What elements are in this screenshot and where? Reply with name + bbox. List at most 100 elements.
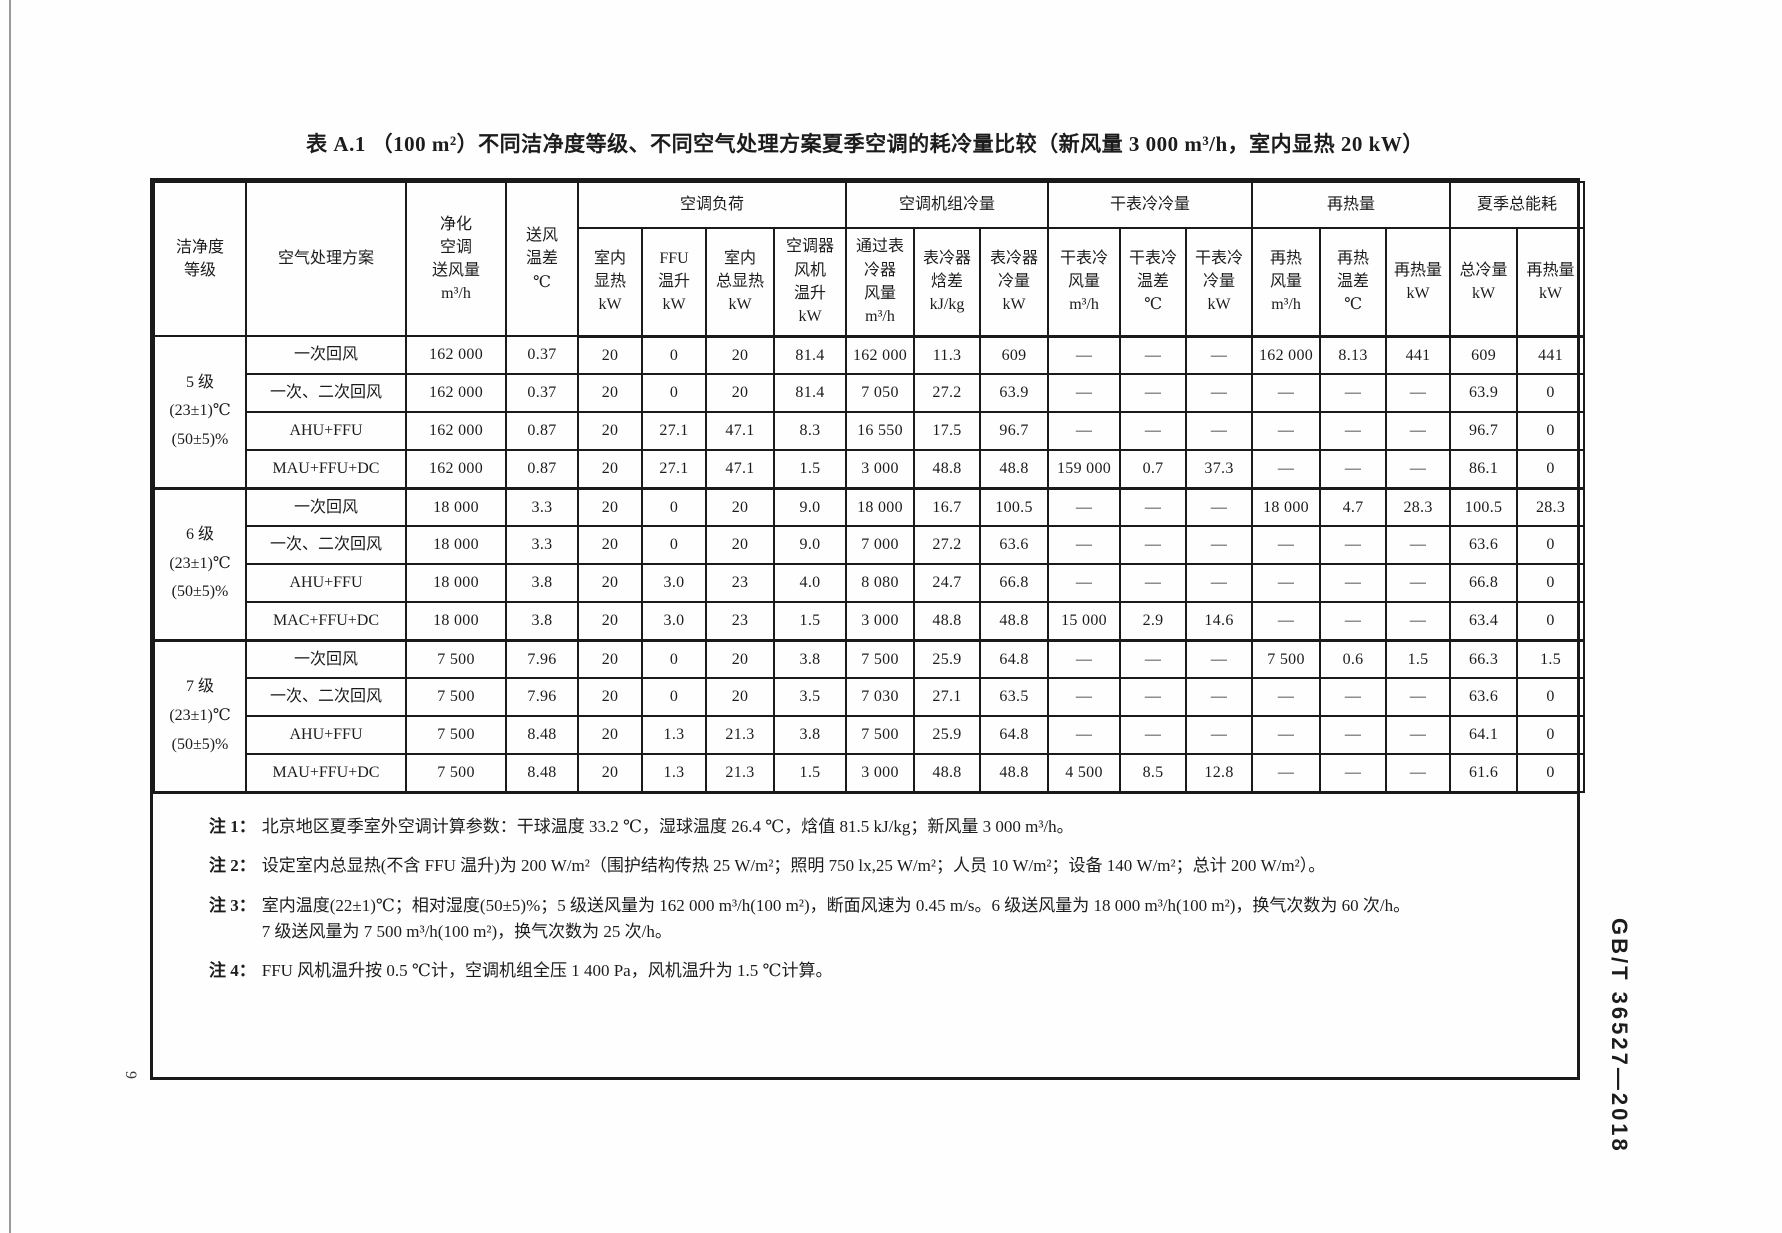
table-row: 一次、二次回风 7 500 7.96 20 0 20 3.5 7 030 27.1 63.5— — —… bbox=[154, 677, 1586, 717]
value-cell: 609 bbox=[979, 335, 1050, 375]
value-cell: — bbox=[1119, 373, 1188, 413]
value-cell: — bbox=[1047, 411, 1122, 451]
value-cell: 20 bbox=[577, 525, 643, 565]
value-cell: — bbox=[1047, 486, 1122, 527]
value-cell: — bbox=[1385, 677, 1452, 717]
value-cell: 0.37 bbox=[505, 335, 579, 375]
value-cell: 20 bbox=[705, 638, 775, 679]
header-indoor-sensible-heat: 室内 显热 kW bbox=[577, 227, 643, 338]
value-cell: 63.6 bbox=[979, 525, 1050, 565]
value-cell: 162 000 bbox=[1251, 335, 1322, 375]
value-cell: — bbox=[1047, 677, 1122, 717]
value-cell: 3 000 bbox=[845, 601, 916, 641]
value-cell: — bbox=[1185, 525, 1254, 565]
value-cell: — bbox=[1251, 715, 1322, 755]
table-row: AHU+FFU 162 000 0.87 20 27.1 47.1 8.3 16 550 17.… bbox=[154, 411, 1586, 451]
value-cell: — bbox=[1385, 525, 1452, 565]
standard-code-label: GB/T 36527—2018 bbox=[1607, 918, 1632, 1154]
scheme-cell: 一次、二次回风 bbox=[245, 373, 407, 413]
header-dry-coil-temp-diff: 干表冷 温差 ℃ bbox=[1119, 227, 1188, 338]
table-row: 6 级 (23±1)℃ (50±5)% 一次回风 18 000 3.3 20 0 20 9.0… bbox=[153, 486, 1586, 641]
note-text: 设定室内总显热(不含 FFU 温升)为 200 W/m²（围护结构传热 25 W… bbox=[261, 856, 1326, 876]
value-cell: 7.96 bbox=[505, 677, 579, 717]
value-cell: 3.3 bbox=[505, 525, 579, 565]
value-cell: — bbox=[1185, 486, 1254, 527]
value-cell: 3.8 bbox=[772, 715, 848, 755]
value-cell: 162 000 bbox=[405, 449, 507, 489]
value-cell: 0 bbox=[641, 486, 707, 527]
value-cell: 1.3 bbox=[641, 715, 707, 755]
value-cell: 18 000 bbox=[405, 525, 507, 565]
value-cell: 609 bbox=[1449, 335, 1519, 375]
value-cell: 162 000 bbox=[405, 373, 507, 413]
note-label: 注 4： bbox=[209, 961, 256, 981]
value-cell: — bbox=[1251, 601, 1322, 641]
value-cell: 14.6 bbox=[1185, 601, 1254, 641]
value-cell: — bbox=[1119, 677, 1188, 717]
value-cell: 0 bbox=[641, 525, 707, 565]
value-cell: 21.3 bbox=[705, 715, 775, 755]
note-text: 北京地区夏季室外空调计算参数：干球温度 33.2 ℃，湿球温度 26.4 ℃，焓… bbox=[261, 817, 1074, 836]
value-cell: 7 500 bbox=[845, 638, 916, 679]
value-cell: 48.8 bbox=[979, 449, 1050, 489]
value-cell: 63.6 bbox=[1449, 677, 1519, 717]
value-cell: 0 bbox=[641, 373, 707, 413]
value-cell: 8.3 bbox=[772, 411, 848, 451]
table-row: AHU+FFU 18 000 3.8 20 3.0 23 4.0 8 080 24.7 66.8—… bbox=[154, 563, 1586, 603]
scan-edge-line bbox=[9, 0, 11, 1233]
value-cell: 25.9 bbox=[913, 715, 982, 755]
value-cell: 20 bbox=[705, 677, 775, 717]
header-group-ac-load: 空调负荷 bbox=[576, 181, 848, 229]
page-number: 9 bbox=[122, 1071, 139, 1079]
value-cell: 4 500 bbox=[1047, 753, 1122, 793]
header-supply-temp-diff: 送风 温差 ℃ bbox=[505, 181, 579, 337]
value-cell: 81.4 bbox=[772, 335, 848, 375]
value-cell: — bbox=[1119, 563, 1188, 603]
value-cell: 0 bbox=[1516, 753, 1586, 793]
value-cell: 20 bbox=[577, 373, 643, 413]
value-cell: 37.3 bbox=[1185, 449, 1254, 489]
value-cell: — bbox=[1319, 525, 1388, 565]
value-cell: — bbox=[1385, 563, 1452, 603]
value-cell: 20 bbox=[577, 449, 643, 489]
value-cell: 441 bbox=[1385, 335, 1452, 375]
value-cell: 0 bbox=[1516, 563, 1586, 603]
value-cell: 3.8 bbox=[772, 638, 848, 679]
value-cell: 4.7 bbox=[1319, 486, 1388, 527]
value-cell: 100.5 bbox=[979, 486, 1050, 527]
value-cell: 3.0 bbox=[641, 563, 707, 603]
value-cell: 7 500 bbox=[1251, 638, 1322, 679]
value-cell: 18 000 bbox=[405, 601, 507, 641]
value-cell: — bbox=[1185, 373, 1254, 413]
value-cell: — bbox=[1251, 525, 1322, 565]
value-cell: — bbox=[1385, 411, 1452, 451]
value-cell: — bbox=[1385, 753, 1452, 793]
table-title: 表 A.1 （100 m²）不同洁净度等级、不同空气处理方案夏季空调的耗冷量比较… bbox=[306, 132, 1424, 156]
value-cell: — bbox=[1047, 525, 1122, 565]
header-coil-enthalpy-diff: 表冷器 焓差 kJ/kg bbox=[913, 227, 982, 338]
value-cell: — bbox=[1319, 449, 1388, 489]
header-dry-coil-cooling: 干表冷 冷量 kW bbox=[1185, 227, 1254, 338]
header-group-reheat: 再热量 bbox=[1251, 181, 1452, 229]
value-cell: 47.1 bbox=[705, 411, 775, 451]
scheme-cell: MAU+FFU+DC bbox=[245, 449, 407, 489]
value-cell: 0 bbox=[1516, 449, 1586, 489]
value-cell: 18 000 bbox=[405, 563, 507, 603]
value-cell: 23 bbox=[705, 601, 775, 641]
value-cell: 63.9 bbox=[1449, 373, 1519, 413]
value-cell: 3.0 bbox=[641, 601, 707, 641]
header-indoor-total-sensible: 室内 总显热 kW bbox=[705, 227, 775, 338]
value-cell: 0.87 bbox=[505, 449, 579, 489]
value-cell: 64.8 bbox=[979, 715, 1050, 755]
value-cell: — bbox=[1047, 638, 1122, 679]
value-cell: 61.6 bbox=[1449, 753, 1519, 793]
value-cell: 7.96 bbox=[505, 638, 579, 679]
scheme-cell: AHU+FFU bbox=[245, 411, 407, 451]
value-cell: 47.1 bbox=[705, 449, 775, 489]
value-cell: 0 bbox=[641, 335, 707, 375]
table-row: 一次、二次回风 18 000 3.3 20 0 20 9.0 7 000 27.2 63.6— — —… bbox=[154, 525, 1586, 565]
header-sub-row: 室内 显热 kW FFU 温升 kW 室内 总显热 kW 空调器 风机 温升 k… bbox=[154, 227, 1586, 338]
value-cell: 0.6 bbox=[1319, 638, 1388, 679]
value-cell: 162 000 bbox=[405, 335, 507, 375]
table-note: 注 2： 设定室内总显热(不含 FFU 温升)为 200 W/m²（围护结构传热 … bbox=[209, 853, 1551, 879]
